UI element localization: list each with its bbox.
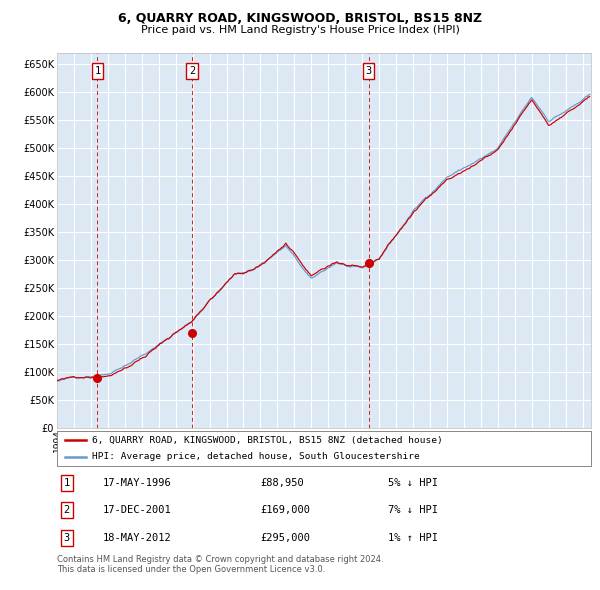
- Text: £88,950: £88,950: [260, 478, 304, 488]
- Text: 17-MAY-1996: 17-MAY-1996: [103, 478, 171, 488]
- Text: 1: 1: [94, 66, 100, 76]
- Text: 17-DEC-2001: 17-DEC-2001: [103, 506, 171, 515]
- Text: 7% ↓ HPI: 7% ↓ HPI: [388, 506, 438, 515]
- Text: 18-MAY-2012: 18-MAY-2012: [103, 533, 171, 543]
- Text: Contains HM Land Registry data © Crown copyright and database right 2024.: Contains HM Land Registry data © Crown c…: [57, 555, 383, 563]
- Text: This data is licensed under the Open Government Licence v3.0.: This data is licensed under the Open Gov…: [57, 565, 325, 574]
- Text: 6, QUARRY ROAD, KINGSWOOD, BRISTOL, BS15 8NZ: 6, QUARRY ROAD, KINGSWOOD, BRISTOL, BS15…: [118, 12, 482, 25]
- Text: 1% ↑ HPI: 1% ↑ HPI: [388, 533, 438, 543]
- Text: HPI: Average price, detached house, South Gloucestershire: HPI: Average price, detached house, Sout…: [92, 452, 419, 461]
- Text: 6, QUARRY ROAD, KINGSWOOD, BRISTOL, BS15 8NZ (detached house): 6, QUARRY ROAD, KINGSWOOD, BRISTOL, BS15…: [92, 436, 442, 445]
- Text: 3: 3: [64, 533, 70, 543]
- Text: 1: 1: [64, 478, 70, 488]
- Text: 2: 2: [189, 66, 195, 76]
- Text: £169,000: £169,000: [260, 506, 310, 515]
- Text: Price paid vs. HM Land Registry's House Price Index (HPI): Price paid vs. HM Land Registry's House …: [140, 25, 460, 35]
- Text: 3: 3: [365, 66, 372, 76]
- Text: 5% ↓ HPI: 5% ↓ HPI: [388, 478, 438, 488]
- Text: £295,000: £295,000: [260, 533, 310, 543]
- Text: 2: 2: [64, 506, 70, 515]
